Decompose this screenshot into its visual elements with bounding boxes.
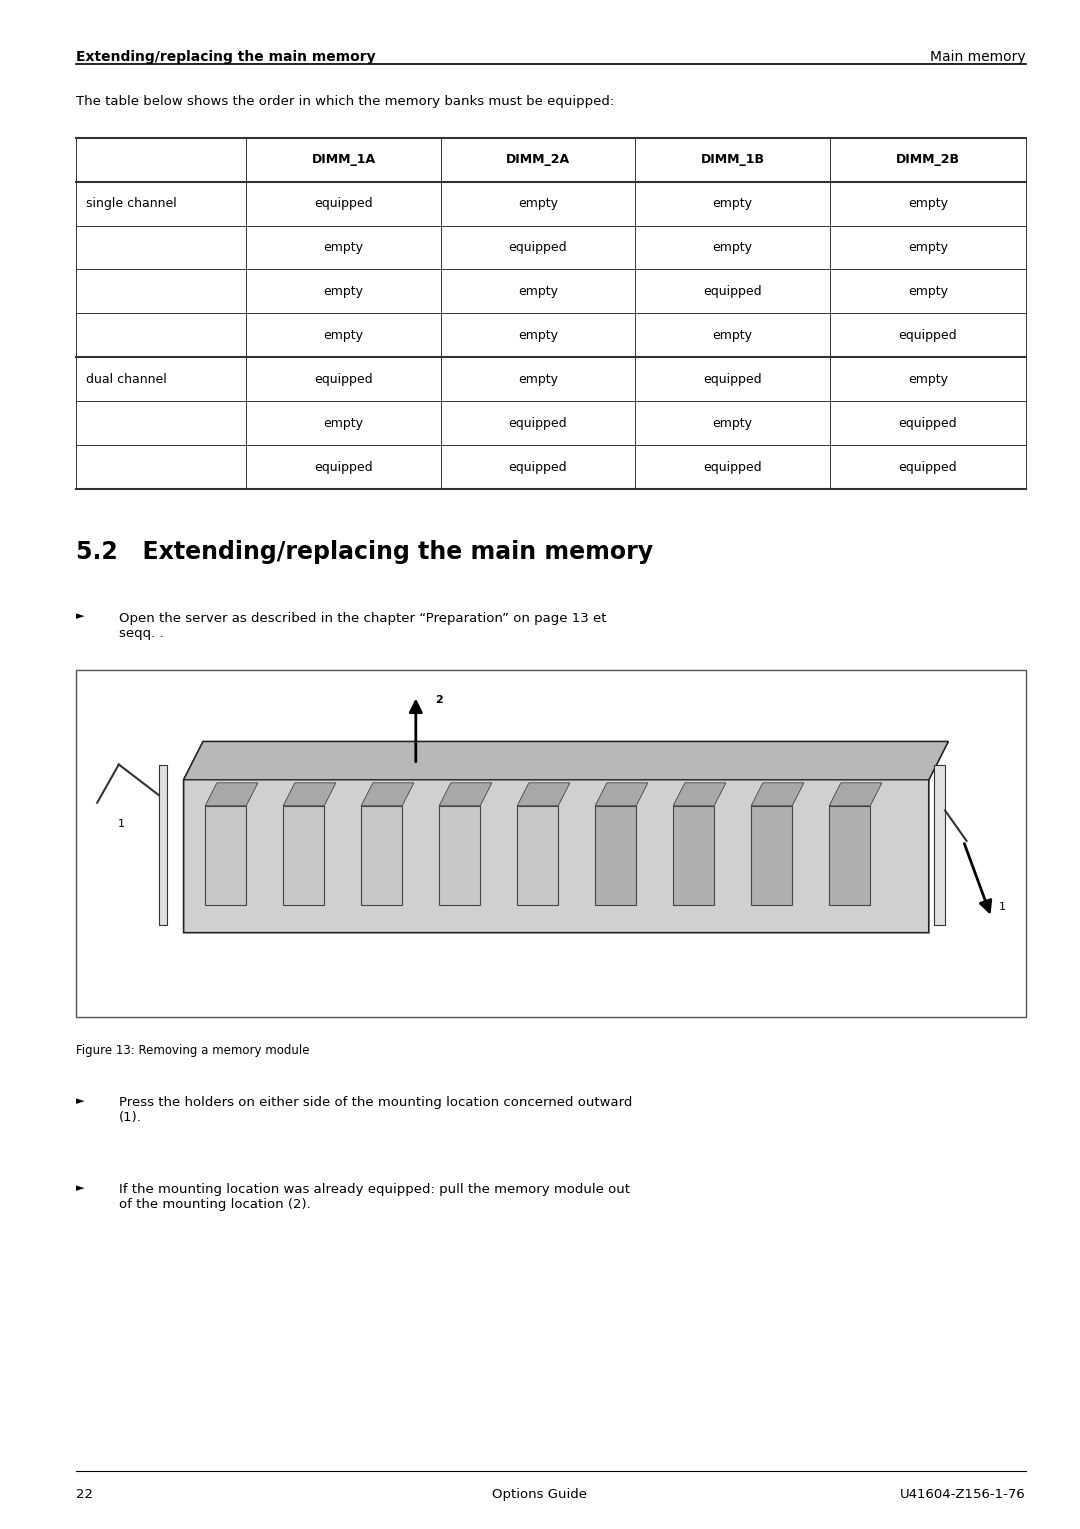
Text: DIMM_1B: DIMM_1B (701, 153, 765, 167)
Text: empty: empty (908, 242, 948, 254)
Polygon shape (205, 806, 246, 905)
Text: Open the server as described in the chapter “Preparation” on page 13 et
seqq. .: Open the server as described in the chap… (119, 612, 606, 639)
Text: ►: ► (76, 1096, 84, 1107)
Polygon shape (517, 806, 558, 905)
Polygon shape (934, 764, 945, 925)
Text: equipped: equipped (509, 460, 567, 474)
Text: 1: 1 (999, 902, 1005, 911)
Polygon shape (595, 806, 636, 905)
Polygon shape (205, 783, 258, 806)
Text: empty: empty (908, 373, 948, 385)
Text: empty: empty (713, 329, 753, 342)
Polygon shape (440, 783, 491, 806)
Text: equipped: equipped (314, 373, 373, 385)
Text: empty: empty (324, 284, 364, 298)
Text: empty: empty (713, 417, 753, 430)
Text: 2: 2 (435, 696, 443, 705)
Text: DIMM_1A: DIMM_1A (311, 153, 376, 167)
Bar (76, 670, 1026, 1017)
Text: Main memory: Main memory (930, 50, 1026, 64)
Polygon shape (440, 806, 481, 905)
Text: equipped: equipped (314, 197, 373, 209)
Polygon shape (361, 806, 402, 905)
Text: U41604-Z156-1-76: U41604-Z156-1-76 (901, 1488, 1026, 1501)
Text: empty: empty (908, 197, 948, 209)
Text: empty: empty (324, 417, 364, 430)
Text: empty: empty (324, 242, 364, 254)
Text: empty: empty (908, 284, 948, 298)
Text: Extending/replacing the main memory: Extending/replacing the main memory (76, 50, 375, 64)
Text: empty: empty (518, 284, 558, 298)
Text: empty: empty (324, 329, 364, 342)
Polygon shape (159, 764, 167, 925)
Text: DIMM_2B: DIMM_2B (895, 153, 960, 167)
Text: 22: 22 (76, 1488, 93, 1501)
Polygon shape (283, 783, 336, 806)
Text: equipped: equipped (314, 460, 373, 474)
Text: equipped: equipped (899, 417, 957, 430)
Text: empty: empty (518, 329, 558, 342)
Text: equipped: equipped (899, 329, 957, 342)
Text: If the mounting location was already equipped: pull the memory module out
of the: If the mounting location was already equ… (119, 1183, 630, 1211)
Text: equipped: equipped (899, 460, 957, 474)
Polygon shape (752, 806, 793, 905)
Text: empty: empty (713, 242, 753, 254)
Text: The table below shows the order in which the memory banks must be equipped:: The table below shows the order in which… (76, 95, 613, 109)
Polygon shape (517, 783, 570, 806)
Polygon shape (673, 806, 714, 905)
Text: Options Guide: Options Guide (492, 1488, 588, 1501)
Polygon shape (829, 783, 882, 806)
Text: DIMM_2A: DIMM_2A (505, 153, 570, 167)
Text: ►: ► (76, 1183, 84, 1194)
Polygon shape (283, 806, 324, 905)
Polygon shape (184, 742, 948, 780)
Polygon shape (184, 742, 948, 933)
Text: empty: empty (518, 197, 558, 209)
Text: single channel: single channel (86, 197, 177, 209)
Text: Figure 13: Removing a memory module: Figure 13: Removing a memory module (76, 1044, 309, 1058)
Text: empty: empty (518, 373, 558, 385)
Polygon shape (595, 783, 648, 806)
Polygon shape (752, 783, 804, 806)
Text: 1: 1 (118, 820, 124, 829)
Text: empty: empty (713, 197, 753, 209)
Text: equipped: equipped (509, 417, 567, 430)
Text: 5.2   Extending/replacing the main memory: 5.2 Extending/replacing the main memory (76, 540, 652, 564)
Polygon shape (361, 783, 414, 806)
Text: ►: ► (76, 612, 84, 622)
Polygon shape (673, 783, 726, 806)
Text: equipped: equipped (509, 242, 567, 254)
Text: Press the holders on either side of the mounting location concerned outward
(1).: Press the holders on either side of the … (119, 1096, 632, 1124)
Text: dual channel: dual channel (86, 373, 167, 385)
Polygon shape (829, 806, 870, 905)
Text: equipped: equipped (703, 373, 761, 385)
Text: equipped: equipped (703, 460, 761, 474)
Text: equipped: equipped (703, 284, 761, 298)
